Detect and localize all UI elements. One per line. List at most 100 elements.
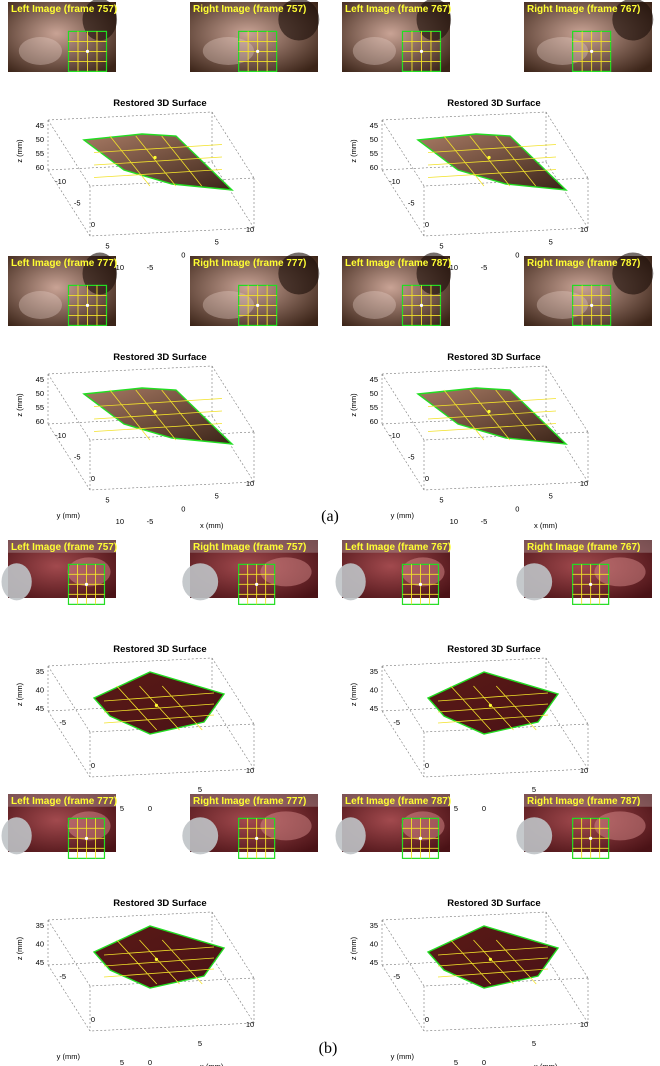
right-image-label: Right Image (frame 757) (193, 542, 306, 553)
panel-b-2: Left Image (frame 767) Right Image (frame… (335, 540, 652, 817)
z-axis-label: z (mm) (349, 682, 358, 706)
z-tick: 60 (36, 417, 44, 426)
x-tick: 0 (181, 250, 185, 259)
z-tick: 60 (370, 163, 378, 172)
y-axis-label: y (mm) (391, 511, 415, 520)
restored-surface (416, 133, 568, 191)
x-tick: 0 (515, 504, 519, 513)
y-tick: 5 (120, 1058, 124, 1066)
y-tick: 10 (450, 517, 458, 526)
right-image: Right Image (frame 787) (516, 794, 652, 859)
plot-title: Restored 3D Surface (113, 644, 206, 655)
tracking-grid (401, 284, 442, 326)
surface-plot: Restored 3D Surface 35 40 45 z (mm) -5 0 5 y (mm… (15, 898, 255, 1066)
panel-b-3: Left Image (frame 777) Right Image (frame… (1, 794, 318, 1066)
x-tick: 10 (246, 479, 254, 488)
caption-a: (a) (321, 508, 339, 525)
right-image-label: Right Image (frame 767) (527, 542, 640, 553)
x-tick: 10 (580, 766, 588, 775)
y-tick: -10 (389, 431, 400, 440)
z-tick: 45 (370, 121, 378, 130)
plot-title: Restored 3D Surface (113, 98, 206, 109)
right-image: Right Image (frame 757) (182, 540, 318, 605)
right-image: Right Image (frame 767) (524, 0, 654, 72)
z-axis-label: z (mm) (349, 139, 358, 163)
x-tick: 5 (198, 785, 202, 794)
tracking-grid (572, 284, 612, 326)
y-tick: 0 (91, 220, 95, 229)
left-image: Left Image (frame 757) (1, 540, 117, 605)
y-tick: -5 (408, 199, 415, 208)
left-image-label: Left Image (frame 777) (11, 796, 117, 807)
x-tick: 5 (215, 238, 219, 247)
z-tick: 60 (370, 417, 378, 426)
right-image-label: Right Image (frame 767) (527, 4, 640, 15)
right-image: Right Image (frame 767) (516, 540, 652, 605)
x-tick: -5 (481, 517, 488, 526)
tracking-grid (67, 30, 108, 72)
left-image: Left Image (frame 777) (8, 252, 117, 326)
panel-b-1: Left Image (frame 757) Right Image (frame… (1, 540, 318, 817)
x-tick: 0 (148, 1058, 152, 1066)
z-tick: 40 (36, 940, 44, 949)
tracking-grid (67, 284, 108, 326)
left-image: Left Image (frame 787) (342, 252, 451, 326)
right-image: Right Image (frame 757) (190, 0, 320, 72)
x-axis-label: x (mm) (200, 1062, 224, 1066)
y-tick: 5 (439, 242, 443, 251)
plot-title: Restored 3D Surface (447, 98, 540, 109)
panel-a-1: Left Image (frame 757) Right Image (frame… (8, 0, 320, 276)
tracking-grid (401, 563, 440, 605)
y-tick: 0 (425, 1015, 429, 1024)
panel-a-4: Left Image (frame 787) Right Image (frame… (342, 252, 654, 530)
z-tick: 45 (36, 958, 44, 967)
tracking-grid (401, 817, 440, 859)
x-tick: 5 (215, 492, 219, 501)
y-tick: 0 (425, 474, 429, 483)
plot-box (381, 657, 589, 778)
z-axis-label: z (mm) (15, 682, 24, 706)
right-image: Right Image (frame 777) (190, 252, 320, 326)
restored-surface (416, 387, 568, 445)
left-image: Left Image (frame 787) (335, 794, 451, 859)
x-tick: 5 (549, 238, 553, 247)
x-axis-label: x (mm) (534, 1062, 558, 1066)
y-tick: 0 (91, 474, 95, 483)
y-tick: -10 (55, 177, 66, 186)
z-tick: 45 (370, 958, 378, 967)
x-tick: 5 (532, 1039, 536, 1048)
z-tick: 45 (36, 375, 44, 384)
z-tick: 50 (370, 389, 378, 398)
x-tick: 0 (181, 504, 185, 513)
z-tick: 35 (36, 667, 44, 676)
left-image-label: Left Image (frame 787) (345, 796, 451, 807)
y-axis-label: y (mm) (391, 1052, 415, 1061)
z-axis-label: z (mm) (349, 936, 358, 960)
left-image-label: Left Image (frame 777) (11, 258, 117, 269)
right-image-label: Right Image (frame 777) (193, 258, 306, 269)
left-image: Left Image (frame 757) (8, 0, 117, 72)
z-axis-label: z (mm) (349, 393, 358, 417)
y-tick: 0 (91, 761, 95, 770)
x-tick: 5 (549, 492, 553, 501)
y-tick: -5 (59, 972, 66, 981)
tracking-grid (238, 30, 278, 72)
x-tick: 10 (246, 766, 254, 775)
y-tick: 0 (425, 761, 429, 770)
left-image: Left Image (frame 777) (1, 794, 117, 859)
y-tick: 5 (105, 496, 109, 505)
panel-b-4: Left Image (frame 787) Right Image (frame… (335, 794, 652, 1066)
x-tick: 10 (580, 1020, 588, 1029)
x-tick: 0 (148, 804, 152, 813)
y-tick: 5 (439, 496, 443, 505)
z-tick: 40 (370, 686, 378, 695)
x-tick: -5 (147, 517, 154, 526)
right-image-label: Right Image (frame 787) (527, 258, 640, 269)
tracking-grid (67, 563, 106, 605)
plot-title: Restored 3D Surface (113, 898, 206, 909)
z-tick: 50 (36, 389, 44, 398)
left-image-label: Left Image (frame 767) (345, 4, 451, 15)
surface-plot: Restored 3D Surface 35 40 45 z (mm) -5 0 5 y (mm… (349, 898, 589, 1066)
